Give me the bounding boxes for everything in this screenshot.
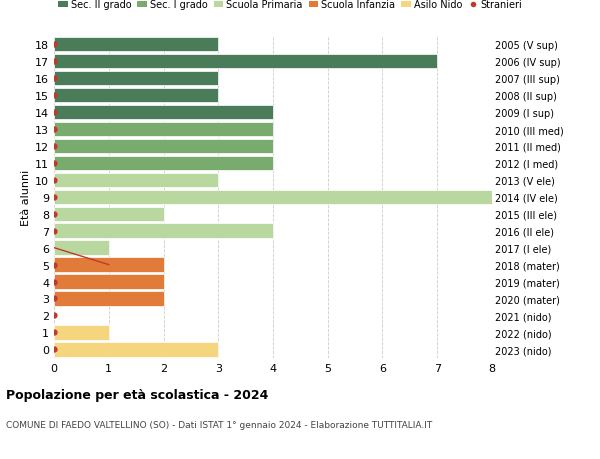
Bar: [54, 72, 218, 86]
Bar: [54, 258, 163, 272]
Bar: [54, 89, 218, 103]
Bar: [54, 275, 163, 289]
Bar: [54, 207, 163, 221]
Legend: Sec. II grado, Sec. I grado, Scuola Primaria, Scuola Infanzia, Asilo Nido, Stran: Sec. II grado, Sec. I grado, Scuola Prim…: [55, 0, 526, 14]
Bar: [54, 342, 218, 357]
Bar: [54, 157, 273, 171]
Bar: [54, 190, 492, 205]
Bar: [54, 325, 109, 340]
Bar: [54, 224, 273, 238]
Bar: [54, 291, 163, 306]
Bar: [54, 123, 273, 137]
Bar: [54, 140, 273, 154]
Bar: [54, 55, 437, 69]
Text: COMUNE DI FAEDO VALTELLINO (SO) - Dati ISTAT 1° gennaio 2024 - Elaborazione TUTT: COMUNE DI FAEDO VALTELLINO (SO) - Dati I…: [6, 420, 432, 429]
Y-axis label: Età alunni: Età alunni: [21, 169, 31, 225]
Bar: [54, 38, 218, 52]
Bar: [54, 173, 218, 188]
Bar: [54, 106, 273, 120]
Text: Popolazione per età scolastica - 2024: Popolazione per età scolastica - 2024: [6, 388, 268, 401]
Bar: [54, 241, 109, 255]
